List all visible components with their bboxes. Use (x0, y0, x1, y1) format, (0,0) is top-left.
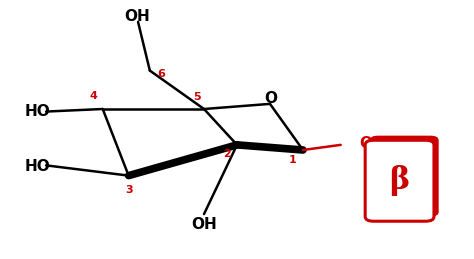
Text: OH: OH (359, 136, 385, 151)
Text: 3: 3 (126, 185, 133, 195)
FancyBboxPatch shape (365, 140, 434, 221)
Text: HO: HO (25, 104, 51, 119)
Text: 1: 1 (288, 155, 296, 165)
Text: O: O (264, 91, 277, 106)
Text: OH: OH (124, 9, 150, 24)
Text: 5: 5 (193, 92, 201, 103)
Text: 4: 4 (89, 91, 97, 101)
Text: HO: HO (25, 159, 51, 174)
Text: 2: 2 (223, 149, 230, 159)
Text: β: β (390, 165, 410, 196)
Text: OH: OH (191, 217, 217, 232)
FancyBboxPatch shape (370, 136, 438, 217)
Text: 6: 6 (158, 69, 165, 80)
